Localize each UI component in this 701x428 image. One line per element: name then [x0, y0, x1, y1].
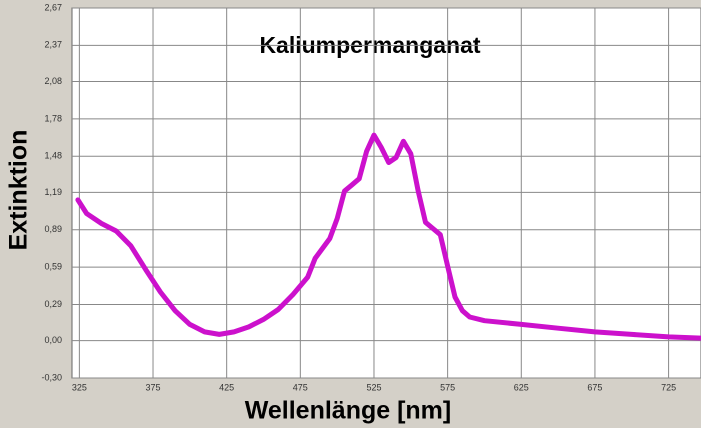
y-tick-label: 1,48 [44, 151, 62, 161]
y-tick-label: 2,37 [44, 40, 62, 50]
y-tick-label: 0,00 [44, 335, 62, 345]
y-tick-label: -0,30 [41, 372, 62, 382]
y-tick-label: 0,89 [44, 224, 62, 234]
x-axis-label: Wellenlänge [nm] [245, 397, 452, 425]
x-tick-label: 725 [661, 382, 676, 392]
x-tick-label: 625 [514, 382, 529, 392]
y-tick-label: 1,78 [44, 113, 62, 123]
x-tick-label: 375 [146, 382, 161, 392]
x-tick-label: 575 [440, 382, 455, 392]
y-tick-label: 2,67 [44, 2, 62, 12]
y-tick-label: 2,08 [44, 76, 62, 86]
y-tick-label: 1,19 [44, 187, 62, 197]
x-tick-label: 475 [293, 382, 308, 392]
x-tick-label: 675 [587, 382, 602, 392]
spectrum-line [75, 132, 701, 341]
y-axis-label: Extinktion [5, 130, 33, 251]
y-tick-label: 0,29 [44, 299, 62, 309]
x-tick-label: 425 [219, 382, 234, 392]
x-tick-label: 525 [366, 382, 381, 392]
y-tick-label: 0,59 [44, 261, 62, 271]
plot-area [71, 7, 701, 379]
x-tick-label: 325 [72, 382, 87, 392]
